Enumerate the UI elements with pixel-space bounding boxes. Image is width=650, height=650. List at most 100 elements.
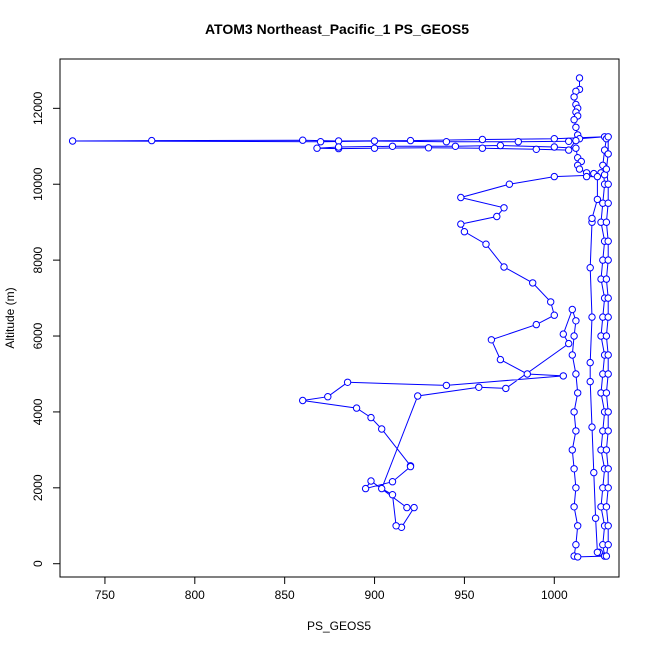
data-point	[457, 193, 465, 202]
data-series	[68, 74, 612, 561]
data-point	[482, 240, 490, 248]
data-point	[588, 313, 596, 321]
y-tick-label: 0	[31, 560, 45, 567]
data-point	[457, 220, 465, 228]
data-point	[604, 294, 612, 302]
data-point	[604, 351, 612, 359]
data-point	[496, 355, 505, 364]
data-point	[572, 370, 580, 378]
data-point	[604, 133, 612, 141]
y-tick-label: 2000	[31, 474, 45, 501]
data-point	[604, 484, 612, 492]
y-tick-label: 10000	[31, 167, 45, 201]
chart-title: ATOM3 Northeast_Pacific_1 PS_GEOS5	[205, 21, 469, 37]
data-point	[602, 503, 611, 511]
data-point	[475, 383, 483, 391]
data-point	[550, 135, 558, 143]
data-point	[316, 138, 325, 146]
data-point	[590, 468, 598, 477]
data-point	[602, 389, 611, 397]
data-point	[604, 522, 612, 530]
data-point	[313, 144, 321, 152]
data-point	[550, 172, 558, 181]
data-point	[593, 548, 602, 556]
x-axis: 750 800 850 900 950 1000	[95, 577, 568, 602]
data-point	[570, 116, 578, 124]
data-point	[604, 408, 612, 416]
data-point	[570, 332, 578, 340]
data-point	[388, 142, 397, 151]
data-point	[502, 384, 510, 393]
data-point	[574, 553, 582, 561]
data-point	[334, 143, 343, 151]
data-point	[572, 136, 580, 145]
data-point	[500, 263, 508, 271]
data-point	[442, 138, 451, 146]
data-point	[604, 465, 612, 473]
data-point	[575, 165, 584, 173]
data-point	[604, 180, 612, 188]
data-point	[565, 146, 573, 154]
data-point	[570, 408, 578, 416]
data-point	[148, 136, 156, 145]
y-tick-label: 12000	[31, 91, 45, 125]
data-point	[604, 427, 612, 435]
data-point	[572, 427, 580, 435]
data-point	[568, 446, 576, 454]
plot-frame	[59, 58, 620, 578]
data-point	[493, 212, 501, 221]
data-point	[574, 522, 582, 530]
data-point	[529, 279, 537, 287]
data-point	[392, 522, 400, 530]
data-point	[602, 275, 611, 283]
data-point	[547, 298, 555, 306]
data-point	[602, 165, 611, 173]
data-point	[414, 392, 422, 400]
data-point	[523, 370, 531, 378]
data-point	[370, 144, 379, 152]
data-point	[570, 93, 578, 101]
data-point	[403, 503, 411, 512]
data-point	[575, 74, 584, 82]
data-point	[570, 503, 578, 511]
data-point	[550, 143, 558, 151]
data-point	[299, 136, 307, 144]
data-point	[532, 145, 540, 154]
x-tick-label: 850	[275, 588, 295, 602]
data-point	[572, 541, 580, 549]
data-point	[604, 370, 612, 378]
data-point	[568, 305, 576, 314]
data-point	[343, 378, 352, 386]
y-axis: 0 2000 4000 6000 8000 10000 12000	[31, 91, 60, 567]
data-point	[582, 172, 591, 181]
data-point	[572, 144, 580, 152]
data-point	[406, 136, 415, 145]
data-point	[442, 381, 451, 390]
data-point	[68, 137, 77, 145]
y-tick-label: 8000	[31, 246, 45, 273]
data-point	[572, 317, 580, 325]
data-point	[324, 393, 332, 401]
data-point	[604, 150, 612, 158]
data-point	[565, 339, 573, 348]
data-point	[550, 311, 558, 319]
data-point	[604, 237, 612, 245]
x-tick-label: 950	[454, 588, 474, 602]
data-point	[532, 320, 540, 329]
y-axis-label: Altitude (m)	[3, 287, 17, 348]
data-point	[367, 413, 375, 422]
data-point	[586, 264, 594, 272]
data-point	[588, 214, 596, 223]
data-point	[593, 172, 602, 181]
data-point	[478, 144, 487, 152]
data-point	[378, 425, 386, 433]
data-point	[478, 135, 487, 144]
data-point	[604, 199, 612, 207]
data-point	[572, 484, 580, 492]
y-tick-label: 6000	[31, 322, 45, 349]
data-point	[334, 137, 343, 145]
data-point	[586, 358, 594, 367]
data-point	[378, 484, 386, 493]
data-point	[487, 336, 496, 344]
x-tick-label: 800	[185, 588, 205, 602]
